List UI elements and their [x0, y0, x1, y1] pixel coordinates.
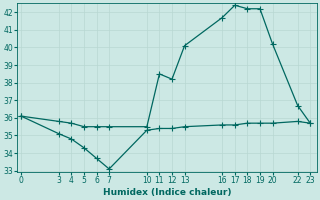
X-axis label: Humidex (Indice chaleur): Humidex (Indice chaleur) [103, 188, 231, 197]
